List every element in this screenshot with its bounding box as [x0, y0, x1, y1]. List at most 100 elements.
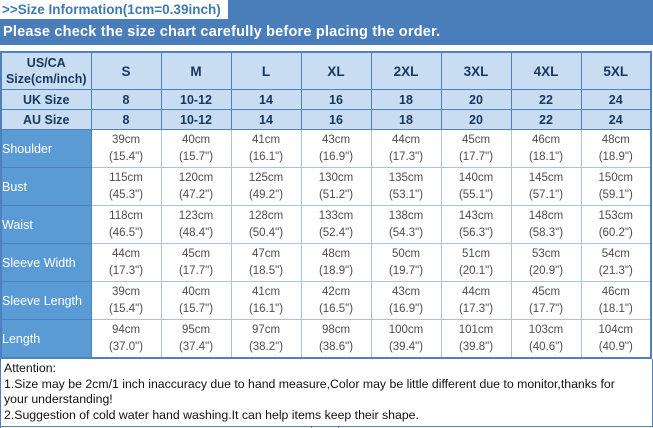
size-conversion-row: UK Size 8 10-12 14 16 18 20 22 24	[0, 89, 652, 110]
size-table-body: US/CA Size(cm/inch) S M L XL 2XL 3XL 4XL 5XL UK S…	[0, 51, 652, 359]
value-inch: (21.3")	[598, 264, 633, 277]
measurement-row: Length 94cm (37.0") 95cm (37.4") 97cm (38.2") 9…	[0, 319, 652, 359]
measurement-value-cell: 42cm (16.5")	[300, 281, 372, 320]
size-value-cell: 22	[510, 109, 582, 130]
size-table: US/CA Size(cm/inch) S M L XL 2XL 3XL 4XL 5XL UK S…	[0, 51, 652, 359]
value-cm: 135cm	[388, 171, 424, 184]
value-inch: (18.9")	[598, 150, 633, 163]
value-cm: 42cm	[321, 285, 351, 298]
size-value-cell: 16	[300, 89, 372, 110]
value-cm: 128cm	[248, 209, 284, 222]
value-inch: (20.1")	[458, 264, 494, 277]
measurement-value-cell: 125cm (49.2")	[230, 167, 302, 206]
value-cm: 150cm	[598, 171, 634, 184]
value-cm: 44cm	[111, 247, 141, 260]
measurement-label: Bust	[0, 167, 92, 206]
measurement-value-cell: 45cm (17.7")	[510, 281, 582, 320]
attention-line: 2.Suggestion of cold water hand washing.…	[4, 407, 419, 422]
value-inch: (60.2")	[598, 226, 633, 239]
value-cm: 130cm	[318, 171, 354, 184]
value-cm: 44cm	[461, 285, 491, 298]
measurement-value-cell: 39cm (15.4")	[90, 129, 162, 168]
value-cm: 104cm	[598, 323, 634, 336]
value-cm: 50cm	[391, 247, 421, 260]
measurement-value-cell: 44cm (17.3")	[90, 243, 162, 282]
corner-header: US/CA Size(cm/inch)	[0, 51, 92, 90]
value-cm: 138cm	[388, 209, 424, 222]
measurement-value-cell: 40cm (15.7")	[160, 281, 232, 320]
value-inch: (15.4")	[108, 302, 144, 315]
size-value-cell: 24	[580, 109, 652, 130]
measurement-value-cell: 45cm (17.7")	[440, 129, 512, 168]
value-inch: (16.1")	[248, 150, 284, 163]
size-value-cell: 16	[300, 109, 372, 130]
measurement-row: Sleeve Width 44cm (17.3") 45cm (17.7") 47cm (1…	[0, 243, 652, 282]
value-inch: (16.9")	[318, 150, 354, 163]
size-col-header: 5XL	[580, 51, 652, 90]
measurement-label: Sleeve Width	[0, 243, 92, 282]
value-cm: 51cm	[461, 247, 491, 260]
value-inch: (54.3")	[388, 226, 424, 239]
value-cm: 140cm	[458, 171, 494, 184]
value-inch: (49.2")	[248, 188, 284, 201]
measurement-value-cell: 41cm (16.1")	[230, 129, 302, 168]
value-inch: (37.4")	[178, 340, 214, 353]
value-cm: 118cm	[109, 209, 143, 222]
measurement-label: Sleeve Length	[0, 281, 92, 320]
value-inch: (46.5")	[108, 226, 144, 239]
attention-line: Attention:	[4, 361, 56, 375]
size-value-cell: 18	[370, 109, 442, 130]
size-col-header: 3XL	[440, 51, 512, 90]
measurement-row: Sleeve Length 39cm (15.4") 40cm (15.7") 41cm (…	[0, 281, 652, 320]
value-inch: (20.9")	[528, 264, 564, 277]
measurement-label: Waist	[0, 205, 92, 244]
value-inch: (16.1")	[248, 302, 284, 315]
value-inch: (52.4")	[318, 226, 354, 239]
measurement-value-cell: 43cm (16.9")	[370, 281, 442, 320]
measurement-value-cell: 48cm (18.9")	[300, 243, 372, 282]
measurement-row: Bust 115cm (45.3") 120cm (47.2") 125cm (49.2")…	[0, 167, 652, 206]
measurement-label: Shoulder	[0, 129, 92, 168]
value-inch: (51.2")	[318, 188, 354, 201]
value-inch: (17.3")	[458, 302, 494, 315]
value-cm: 98cm	[321, 323, 351, 336]
size-value-cell: 10-12	[160, 109, 232, 130]
value-cm: 95cm	[181, 323, 211, 336]
value-cm: 43cm	[321, 133, 351, 146]
value-inch: (55.1")	[458, 188, 494, 201]
value-cm: 125cm	[248, 171, 284, 184]
banner-message: Please check the size chart carefully be…	[0, 19, 653, 45]
value-inch: (18.1")	[528, 150, 564, 163]
value-cm: 47cm	[251, 247, 281, 260]
value-inch: (37.0")	[108, 340, 144, 353]
value-cm: 133cm	[318, 209, 354, 222]
measurement-value-cell: 41cm (16.1")	[230, 281, 302, 320]
size-value-cell: 14	[230, 89, 302, 110]
measurement-value-cell: 53cm (20.9")	[510, 243, 582, 282]
value-cm: 41cm	[251, 285, 281, 298]
size-value-cell: 24	[580, 89, 652, 110]
value-inch: (15.4")	[108, 150, 144, 163]
value-cm: 45cm	[531, 285, 561, 298]
measurement-value-cell: 140cm (55.1")	[440, 167, 512, 206]
attention: Attention: 1.Size may be 2cm/1 inch inacc…	[0, 359, 653, 428]
measurement-value-cell: 95cm (37.4")	[160, 319, 232, 359]
value-cm: 40cm	[181, 285, 211, 298]
size-value-cell: 18	[370, 89, 442, 110]
measurement-value-cell: 115cm (45.3")	[90, 167, 162, 206]
measurement-value-cell: 40cm (15.7")	[160, 129, 232, 168]
value-inch: (15.7")	[178, 302, 214, 315]
size-value-cell: 8	[90, 89, 162, 110]
size-value-cell: 20	[440, 109, 512, 130]
measurement-value-cell: 45cm (17.7")	[160, 243, 232, 282]
value-inch: (18.9")	[318, 264, 354, 277]
value-cm: 48cm	[601, 133, 630, 146]
size-row-label: UK Size	[0, 89, 92, 110]
size-col-header: L	[230, 51, 302, 90]
measurement-value-cell: 103cm (40.6")	[510, 319, 582, 359]
size-col-header: 4XL	[510, 51, 582, 90]
value-cm: 143cm	[458, 209, 494, 222]
table-header-row: US/CA Size(cm/inch) S M L XL 2XL 3XL 4XL 5XL	[0, 51, 652, 90]
value-inch: (53.1")	[388, 188, 424, 201]
